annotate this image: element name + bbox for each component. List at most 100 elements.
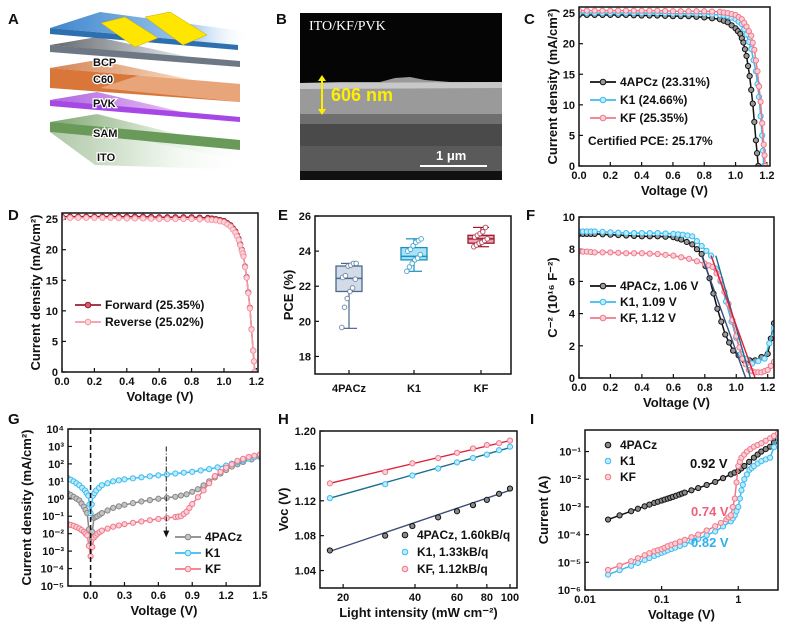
data-point <box>681 489 688 496</box>
x-tick-label: 0.4 <box>634 382 650 394</box>
data-point <box>245 453 252 461</box>
x-tick-label: 0.2 <box>603 382 618 394</box>
legend-marker <box>401 565 409 573</box>
series-k1-fit <box>329 446 511 499</box>
data-point <box>752 137 760 144</box>
legend-marker <box>184 565 192 573</box>
y-tick-label: 10 <box>563 100 575 112</box>
legend-marker <box>184 549 192 557</box>
data-point <box>634 505 641 512</box>
data-point <box>736 495 743 502</box>
data-point <box>726 339 733 346</box>
series-line <box>701 255 747 378</box>
data-point <box>638 250 646 257</box>
data-point <box>409 472 416 479</box>
plot-frame <box>578 6 771 167</box>
x-tick-label: 1.0 <box>728 170 743 182</box>
y-tick-label: 10⁻⁵ <box>558 557 581 569</box>
data-point <box>722 331 729 338</box>
y-tick-label: 1.08 <box>295 531 316 543</box>
device-stack-diagram: BCP C60 PVK SAM ITO <box>50 11 250 170</box>
y-tick-label: 20 <box>46 245 58 257</box>
data-point <box>251 452 258 459</box>
data-point <box>483 496 490 504</box>
x-tick-label: 1.5 <box>252 590 267 602</box>
data-point <box>754 68 761 75</box>
y-tick-label: 6 <box>569 276 575 288</box>
y-tick-label: 5 <box>52 336 58 348</box>
x-tick-label: 20 <box>337 592 349 604</box>
legend-marker <box>401 531 409 539</box>
x-tick-label: 0.0 <box>571 382 586 394</box>
data-point <box>194 494 201 501</box>
data-point <box>211 472 218 480</box>
data-point <box>688 487 695 494</box>
data-point <box>695 531 702 538</box>
data-point <box>506 437 514 444</box>
legend-label: K1 <box>205 546 221 560</box>
legend-label: KF (25.35%) <box>620 111 688 125</box>
data-point <box>685 8 692 15</box>
data-point <box>764 366 771 374</box>
data-point <box>138 474 145 481</box>
data-point <box>156 216 163 223</box>
data-point <box>326 495 333 502</box>
x-category-label: 4PACz <box>332 383 367 395</box>
legend-item: K1 <box>175 546 221 560</box>
x-tick-label: 0.8 <box>697 382 712 394</box>
data-point <box>753 150 761 157</box>
x-tick-label: 0.3 <box>117 590 132 602</box>
data-point <box>194 486 201 493</box>
data-point <box>172 470 179 477</box>
data-point <box>599 228 606 235</box>
data-point <box>91 214 98 221</box>
sem-image: ITO/KF/PVK 606 nm 1 μm <box>300 13 502 180</box>
legend: 4PACz K1 KF <box>175 530 242 576</box>
annotation: 0.74 V <box>691 504 729 519</box>
data-point <box>495 447 503 454</box>
data-point <box>250 347 257 354</box>
y-tick-label: 24 <box>299 246 312 258</box>
thickness-label: 606 nm <box>331 85 393 105</box>
data-point <box>670 252 677 259</box>
box-kf <box>467 224 495 250</box>
data-point <box>733 479 740 486</box>
layer-ito <box>50 114 250 170</box>
data-point <box>482 224 489 231</box>
legend-marker <box>599 298 607 306</box>
x-tick-label: 1.2 <box>218 590 233 602</box>
data-point <box>469 454 477 462</box>
data-point <box>755 83 763 90</box>
x-axis-label: Voltage (V) <box>643 395 710 410</box>
data-point <box>693 8 700 15</box>
legend-item: K1 (24.66%) <box>590 93 687 107</box>
plot-frame <box>578 216 775 379</box>
legend-label: KF, 1.12kB/q <box>417 562 488 576</box>
y-tick-label: 0 <box>569 161 575 173</box>
data-point <box>761 152 768 159</box>
data-point <box>591 249 598 256</box>
y-tick-label: 10⁻² <box>42 529 64 541</box>
thickness-arrow <box>318 75 326 115</box>
y-tick-label: 10⁻³ <box>42 546 64 558</box>
data-point <box>770 443 778 451</box>
data-point <box>407 246 414 253</box>
data-point <box>698 242 705 250</box>
data-point <box>98 510 105 517</box>
data-point <box>189 500 196 508</box>
panel-letter-a: A <box>8 11 19 28</box>
data-point <box>206 466 213 473</box>
data-point <box>189 488 196 495</box>
x-tick-label: 1 <box>735 594 741 606</box>
x-axis-label: Voltage (V) <box>641 183 708 198</box>
data-point <box>469 502 477 509</box>
annotation: 0.82 V <box>691 535 729 550</box>
legend-label: KF <box>205 562 221 576</box>
x-tick-label: 0.4 <box>119 376 135 388</box>
data-point <box>172 493 179 500</box>
data-point <box>248 326 255 333</box>
data-point <box>630 7 637 14</box>
y-axis-label: Current density (mA/cm²) <box>19 429 34 585</box>
legend: Forward (25.35%) Reverse (25.02%) <box>75 298 204 329</box>
data-point <box>245 290 252 297</box>
